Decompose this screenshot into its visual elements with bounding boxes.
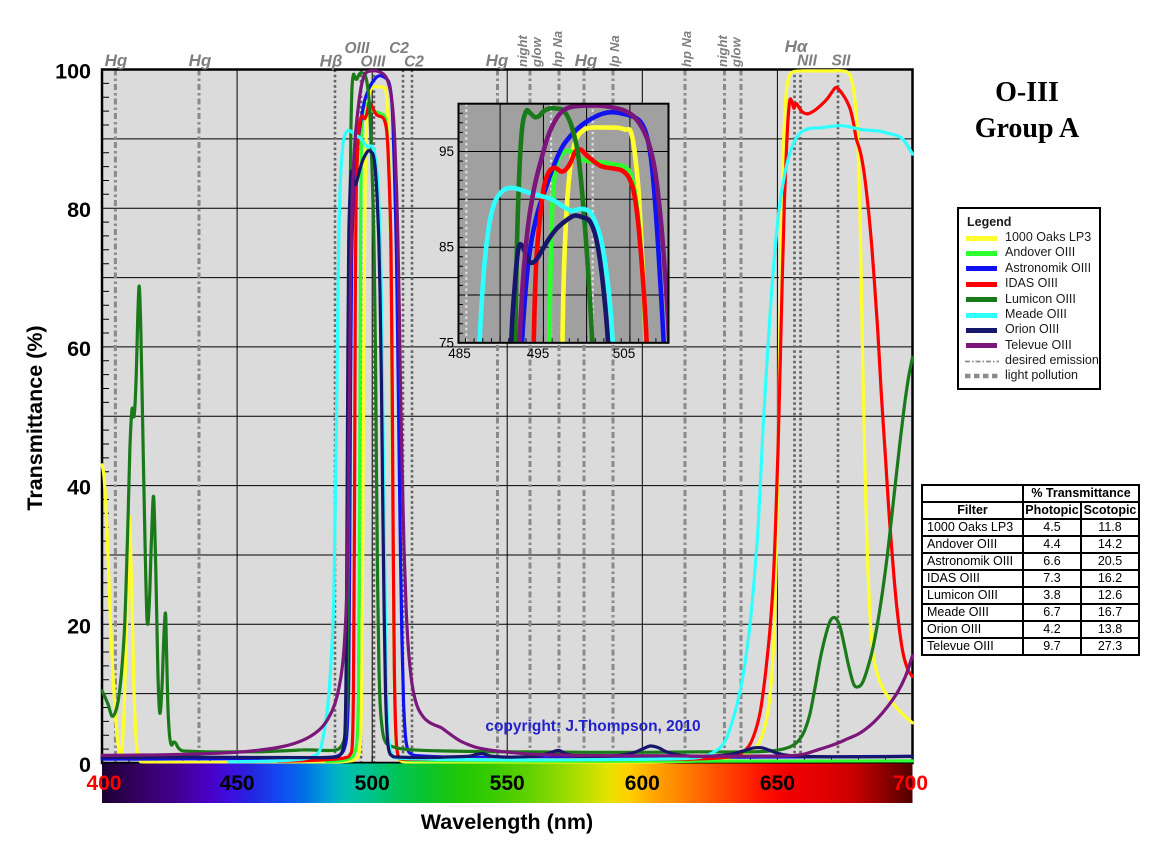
svg-text:night: night: [715, 35, 730, 67]
svg-text:400: 400: [86, 772, 121, 795]
svg-text:600: 600: [625, 772, 660, 795]
svg-text:hp Na: hp Na: [679, 31, 694, 67]
svg-text:450: 450: [220, 772, 255, 795]
svg-text:NII: NII: [797, 53, 818, 70]
svg-text:495: 495: [527, 346, 550, 361]
svg-text:75: 75: [439, 335, 454, 350]
svg-text:hp Na: hp Na: [550, 31, 565, 67]
svg-text:550: 550: [490, 772, 525, 795]
svg-text:80: 80: [67, 198, 91, 222]
svg-text:95: 95: [439, 144, 454, 159]
svg-text:lp Na: lp Na: [607, 35, 622, 67]
svg-text:Hα: Hα: [785, 37, 809, 56]
svg-text:glow: glow: [729, 37, 744, 68]
svg-text:500: 500: [355, 772, 390, 795]
svg-text:Group A: Group A: [975, 113, 1080, 144]
svg-text:100: 100: [55, 60, 91, 84]
svg-text:700: 700: [893, 772, 928, 795]
svg-text:60: 60: [67, 337, 91, 361]
svg-text:OIII: OIII: [361, 54, 387, 71]
svg-text:40: 40: [67, 476, 91, 500]
svg-text:Hg: Hg: [105, 51, 128, 70]
svg-text:505: 505: [613, 346, 636, 361]
svg-text:Transmittance (%): Transmittance (%): [23, 325, 47, 510]
svg-text:0: 0: [79, 753, 91, 777]
svg-text:night: night: [515, 35, 530, 67]
svg-text:Hβ: Hβ: [320, 52, 343, 71]
svg-text:650: 650: [760, 772, 795, 795]
svg-text:Wavelength (nm): Wavelength (nm): [421, 810, 593, 834]
svg-text:copyright: J.Thompson, 2010: copyright: J.Thompson, 2010: [485, 718, 700, 735]
svg-text:20: 20: [67, 614, 91, 638]
svg-text:OIII: OIII: [345, 40, 371, 57]
svg-text:C2: C2: [404, 54, 424, 71]
svg-text:SII: SII: [832, 53, 852, 70]
svg-text:Hg: Hg: [189, 51, 212, 70]
svg-text:485: 485: [448, 346, 471, 361]
svg-text:Hg: Hg: [486, 51, 509, 70]
svg-text:O-III: O-III: [995, 77, 1059, 108]
svg-text:C2: C2: [389, 40, 409, 57]
svg-text:Hg: Hg: [575, 51, 598, 70]
svg-text:glow: glow: [529, 37, 544, 68]
svg-text:85: 85: [439, 240, 454, 255]
